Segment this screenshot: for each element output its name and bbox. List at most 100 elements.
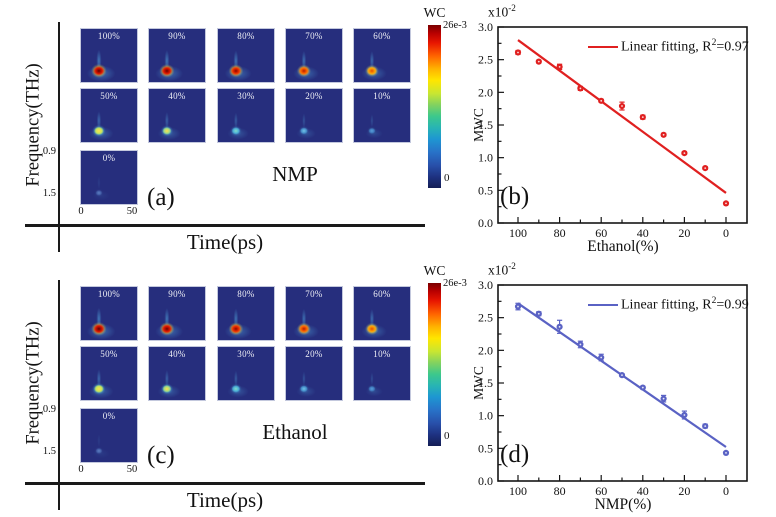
spectrogram-tile: 30% (217, 346, 275, 401)
y-tick-label: 0.0 (478, 216, 493, 230)
spectrogram-tile: 10% (353, 346, 411, 401)
legend-prefix: Linear fitting, R (621, 297, 712, 313)
time-tick-right: 50 (126, 206, 138, 217)
x-axis-line (25, 224, 425, 227)
y-axis-line (58, 280, 60, 510)
legend-suffix: =0.99 (716, 297, 749, 313)
colorbar-max-label: 26e-3 (443, 20, 467, 31)
colorbar-min-label: 0 (444, 172, 450, 184)
sample-name: Ethanol (262, 420, 328, 444)
y-tick-label: 1.5 (478, 376, 493, 390)
spectrogram-tile: 70% (285, 28, 343, 83)
legend-prefix: Linear fitting, R (621, 39, 712, 55)
x-tick-label: 40 (637, 484, 649, 498)
tile-concentration-label: 70% (305, 31, 323, 41)
tile-concentration-label: 50% (100, 91, 118, 101)
spectrogram-tile: 70% (285, 286, 343, 341)
data-points (514, 302, 730, 457)
scatter-chart-ethanol: 100 80 60 40 20 0 0.0 0.5 1.0 1.5 2.0 2.5 3.0 (478, 20, 748, 240)
data-point-center (537, 312, 540, 315)
y-tick-label: 3.0 (478, 278, 493, 292)
data-point-center (662, 397, 665, 400)
panel-c-heatmap-grid: Frequency(THz) 100% 90% 80% 70% 60% 50% 40% 30%… (0, 258, 470, 516)
tile-concentration-label: 80% (237, 289, 255, 299)
spectrogram-tile: 40% (148, 88, 206, 143)
colorbar-title: WC (423, 263, 446, 278)
y-scale-label: x10-2 (488, 3, 516, 21)
y-tick-label: 2.5 (478, 53, 493, 67)
y-tick-label: 0.5 (478, 183, 493, 197)
spectrogram-tile: 90% (148, 286, 206, 341)
time-tick-left: 0 (78, 206, 84, 217)
spectrogram-tile: 20% (285, 346, 343, 401)
x-tick-label: 20 (678, 484, 690, 498)
data-point-center (600, 99, 603, 102)
x-tick-label: 80 (554, 226, 566, 240)
colorbar-max-label: 26e-3 (443, 278, 467, 289)
colorbar-min-label: 0 (444, 430, 450, 442)
tile-concentration-label: 20% (305, 91, 323, 101)
x-tick-label: 60 (595, 226, 607, 240)
frequency-axis-label: Frequency(THz) (23, 63, 44, 187)
tile-concentration-label: 20% (305, 349, 323, 359)
colorbar (428, 25, 441, 188)
mwc-axis-label: MWC (471, 366, 486, 400)
tile-concentration-label: 90% (168, 289, 186, 299)
data-point-center (517, 305, 519, 308)
data-point-center (641, 386, 644, 389)
data-point-center (600, 356, 603, 359)
legend-exponent: 2 (711, 296, 717, 306)
panel-label: (a) (147, 184, 175, 211)
data-point-center (641, 116, 644, 119)
tile-concentration-label: 30% (237, 349, 255, 359)
spectrogram-tile: 0% (80, 408, 138, 463)
spectrogram-tile: 60% (353, 286, 411, 341)
spectrogram-tile: 60% (353, 28, 411, 83)
spectrogram-tile: 50% (80, 88, 138, 143)
nmp-axis-label: NMP(%) (594, 496, 652, 513)
data-points (514, 49, 730, 207)
tile-concentration-label: 40% (168, 91, 186, 101)
spectrogram-grid: 100% 90% 80% 70% 60% 50% 40% 30% 20% 10% 0% (80, 286, 413, 464)
data-point-center (558, 325, 561, 328)
data-point-center (704, 425, 707, 428)
tile-concentration-label: 0% (102, 411, 116, 421)
x-tick-label: 100 (509, 226, 527, 240)
data-point-center (579, 87, 582, 90)
spectrogram-tile: 100% (80, 286, 138, 341)
y-tick-label: 2.0 (478, 343, 493, 357)
panel-label: (c) (147, 442, 175, 469)
y-tick-label: 2.0 (478, 85, 493, 99)
axis-ticks (498, 284, 727, 482)
data-point-center (725, 202, 727, 205)
panel-label: (b) (500, 183, 530, 210)
plot-frame (497, 26, 748, 224)
fit-line (517, 39, 727, 194)
y-tick-label: 0.0 (478, 474, 493, 488)
ethanol-axis-label: Ethanol(%) (587, 238, 659, 255)
time-axis-label: Time(ps) (186, 488, 264, 512)
y-scale-base: x10 (488, 4, 509, 20)
tile-concentration-label: 90% (168, 31, 186, 41)
y-tick-label: 3.0 (478, 20, 493, 34)
spectrogram-tile: 80% (217, 286, 275, 341)
tile-concentration-label: 100% (97, 289, 121, 299)
time-axis-label: Time(ps) (186, 230, 264, 254)
x-tick-label: 80 (554, 484, 566, 498)
y-tick-label: 1.0 (478, 151, 493, 165)
mwc-axis-label: MWC (471, 108, 486, 142)
data-point-center (621, 105, 623, 107)
data-point-center (683, 152, 686, 154)
freq-tick-top: 0.9 (42, 146, 56, 157)
x-tick-label: 60 (595, 484, 607, 498)
colorbar-title: WC (423, 5, 446, 20)
freq-tick-bottom: 1.5 (42, 446, 56, 457)
tile-concentration-label: 30% (237, 91, 255, 101)
tile-concentration-label: 40% (168, 349, 186, 359)
tile-concentration-label: 10% (373, 91, 391, 101)
spectrogram-tile: 40% (148, 346, 206, 401)
x-tick-label: 100 (509, 484, 527, 498)
tile-concentration-label: 50% (100, 349, 118, 359)
tile-concentration-label: 0% (102, 153, 116, 163)
spectrogram-grid: 100% 90% 80% 70% 60% 50% 40% 30% 20% 10% 0% (80, 28, 413, 206)
